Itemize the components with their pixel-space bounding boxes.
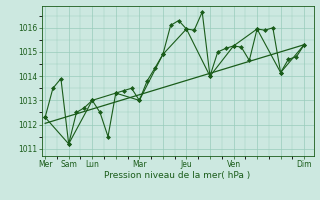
X-axis label: Pression niveau de la mer( hPa ): Pression niveau de la mer( hPa )	[104, 171, 251, 180]
